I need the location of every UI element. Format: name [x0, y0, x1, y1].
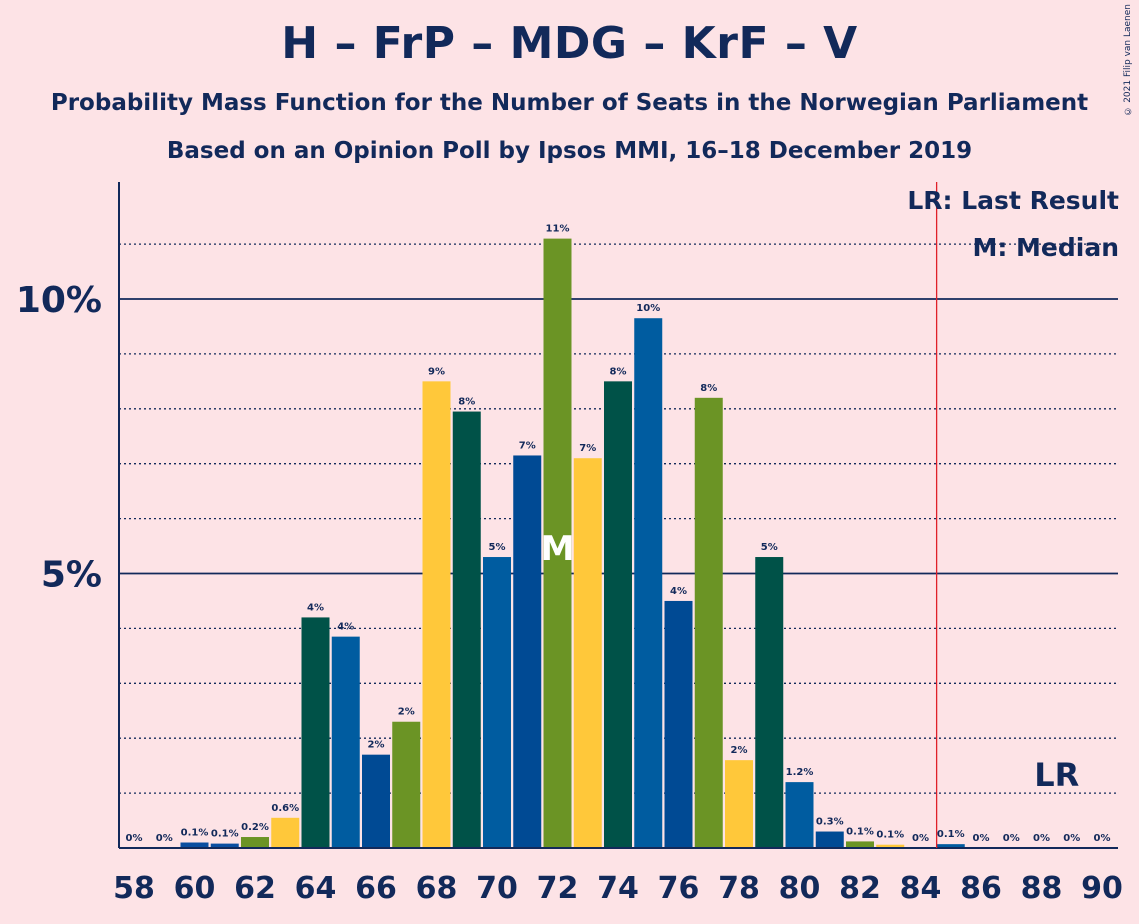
data-label-seat-61: 0.1%: [211, 829, 239, 840]
x-tick-label: 70: [476, 871, 518, 906]
data-label-seat-87: 0%: [1003, 833, 1020, 844]
x-tick-label: 78: [718, 871, 760, 906]
bar-seat-63: [271, 817, 300, 848]
bar-seat-75: [634, 318, 663, 849]
x-tick-label: 72: [537, 871, 579, 906]
x-tick-label: 86: [960, 871, 1002, 906]
data-label-seat-58: 0%: [126, 833, 143, 844]
x-tick-label: 62: [234, 871, 276, 906]
bar-seat-62: [241, 837, 269, 848]
data-label-seat-77: 8%: [700, 383, 717, 394]
data-label-seat-70: 5%: [489, 542, 506, 553]
x-tick-label: 80: [779, 871, 821, 906]
bar-seat-76: [664, 600, 693, 848]
data-label-seat-73: 7%: [579, 443, 596, 454]
chart-subtitle-source: Based on an Opinion Poll by Ipsos MMI, 1…: [166, 138, 973, 164]
x-tick-label: 88: [1021, 871, 1063, 906]
data-label-seat-82: 0.1%: [846, 826, 874, 837]
data-label-seat-76: 4%: [670, 586, 687, 597]
data-label-seat-86: 0%: [973, 833, 990, 844]
bar-seat-79: [755, 557, 784, 848]
legend-median: M: Median: [972, 233, 1119, 262]
x-tick-label: 84: [900, 871, 942, 906]
data-label-seat-80: 1.2%: [786, 767, 814, 778]
x-tick-label: 90: [1081, 871, 1123, 906]
data-label-seat-65: 4%: [337, 622, 354, 633]
x-tick-label: 60: [174, 871, 216, 906]
x-tick-label: 76: [658, 871, 700, 906]
data-label-seat-85: 0.1%: [937, 829, 965, 840]
data-label-seat-72: 11%: [546, 224, 570, 235]
chart-title: H – FrP – MDG – KrF – V: [281, 18, 858, 69]
x-tick-label: 66: [355, 871, 397, 906]
median-marker: M: [541, 529, 575, 569]
bar-seat-68: [422, 381, 451, 848]
x-tick-label: 58: [113, 871, 155, 906]
x-tick-label: 82: [839, 871, 881, 906]
data-label-seat-67: 2%: [398, 707, 415, 718]
bar-seat-80: [785, 782, 814, 848]
bar-seat-74: [604, 381, 632, 848]
bar-seat-78: [725, 760, 753, 848]
bar-seat-70: [483, 557, 511, 848]
data-label-seat-81: 0.3%: [816, 817, 844, 828]
data-label-seat-62: 0.2%: [241, 822, 269, 833]
bar-seat-65: [331, 636, 360, 848]
bar-seat-61: [210, 843, 239, 848]
bar-seat-60: [180, 842, 209, 848]
bar-seat-72: [543, 238, 572, 849]
x-tick-label: 74: [597, 871, 639, 906]
data-label-seat-84: 0%: [912, 833, 929, 844]
data-label-seat-74: 8%: [610, 366, 627, 377]
data-label-seat-59: 0%: [156, 833, 173, 844]
bar-seat-66: [362, 754, 390, 848]
bar-seat-67: [392, 721, 421, 848]
data-label-seat-75: 10%: [636, 303, 660, 314]
bar-seat-85: [936, 844, 965, 848]
bar-seat-77: [694, 397, 723, 848]
data-label-seat-89: 0%: [1063, 833, 1080, 844]
y-tick-label: 5%: [41, 555, 102, 596]
bar-seat-83: [876, 844, 905, 848]
data-label-seat-90: 0%: [1094, 833, 1111, 844]
data-label-seat-79: 5%: [761, 542, 778, 553]
y-tick-label: 10%: [16, 280, 102, 321]
bar-seat-81: [815, 831, 844, 848]
bar-seat-69: [452, 411, 481, 848]
legend-last-result: LR: Last Result: [907, 186, 1119, 215]
data-label-seat-83: 0.1%: [876, 830, 904, 841]
bar-seat-82: [846, 841, 874, 848]
data-label-seat-78: 2%: [731, 745, 748, 756]
data-label-seat-68: 9%: [428, 366, 445, 377]
bar-seat-64: [301, 617, 330, 848]
bar-seat-71: [513, 455, 542, 848]
data-label-seat-64: 4%: [307, 602, 324, 613]
last-result-marker: LR: [1034, 756, 1079, 794]
x-tick-label: 64: [295, 871, 337, 906]
data-label-seat-60: 0.1%: [181, 828, 209, 839]
data-label-seat-69: 8%: [458, 397, 475, 408]
x-tick-label: 68: [416, 871, 458, 906]
bar-seat-73: [573, 458, 602, 848]
data-label-seat-66: 2%: [368, 740, 385, 751]
chart-subtitle-poll: Probability Mass Function for the Number…: [50, 90, 1089, 116]
data-label-seat-88: 0%: [1033, 833, 1050, 844]
data-label-seat-63: 0.6%: [271, 803, 299, 814]
data-label-seat-71: 7%: [519, 440, 536, 451]
